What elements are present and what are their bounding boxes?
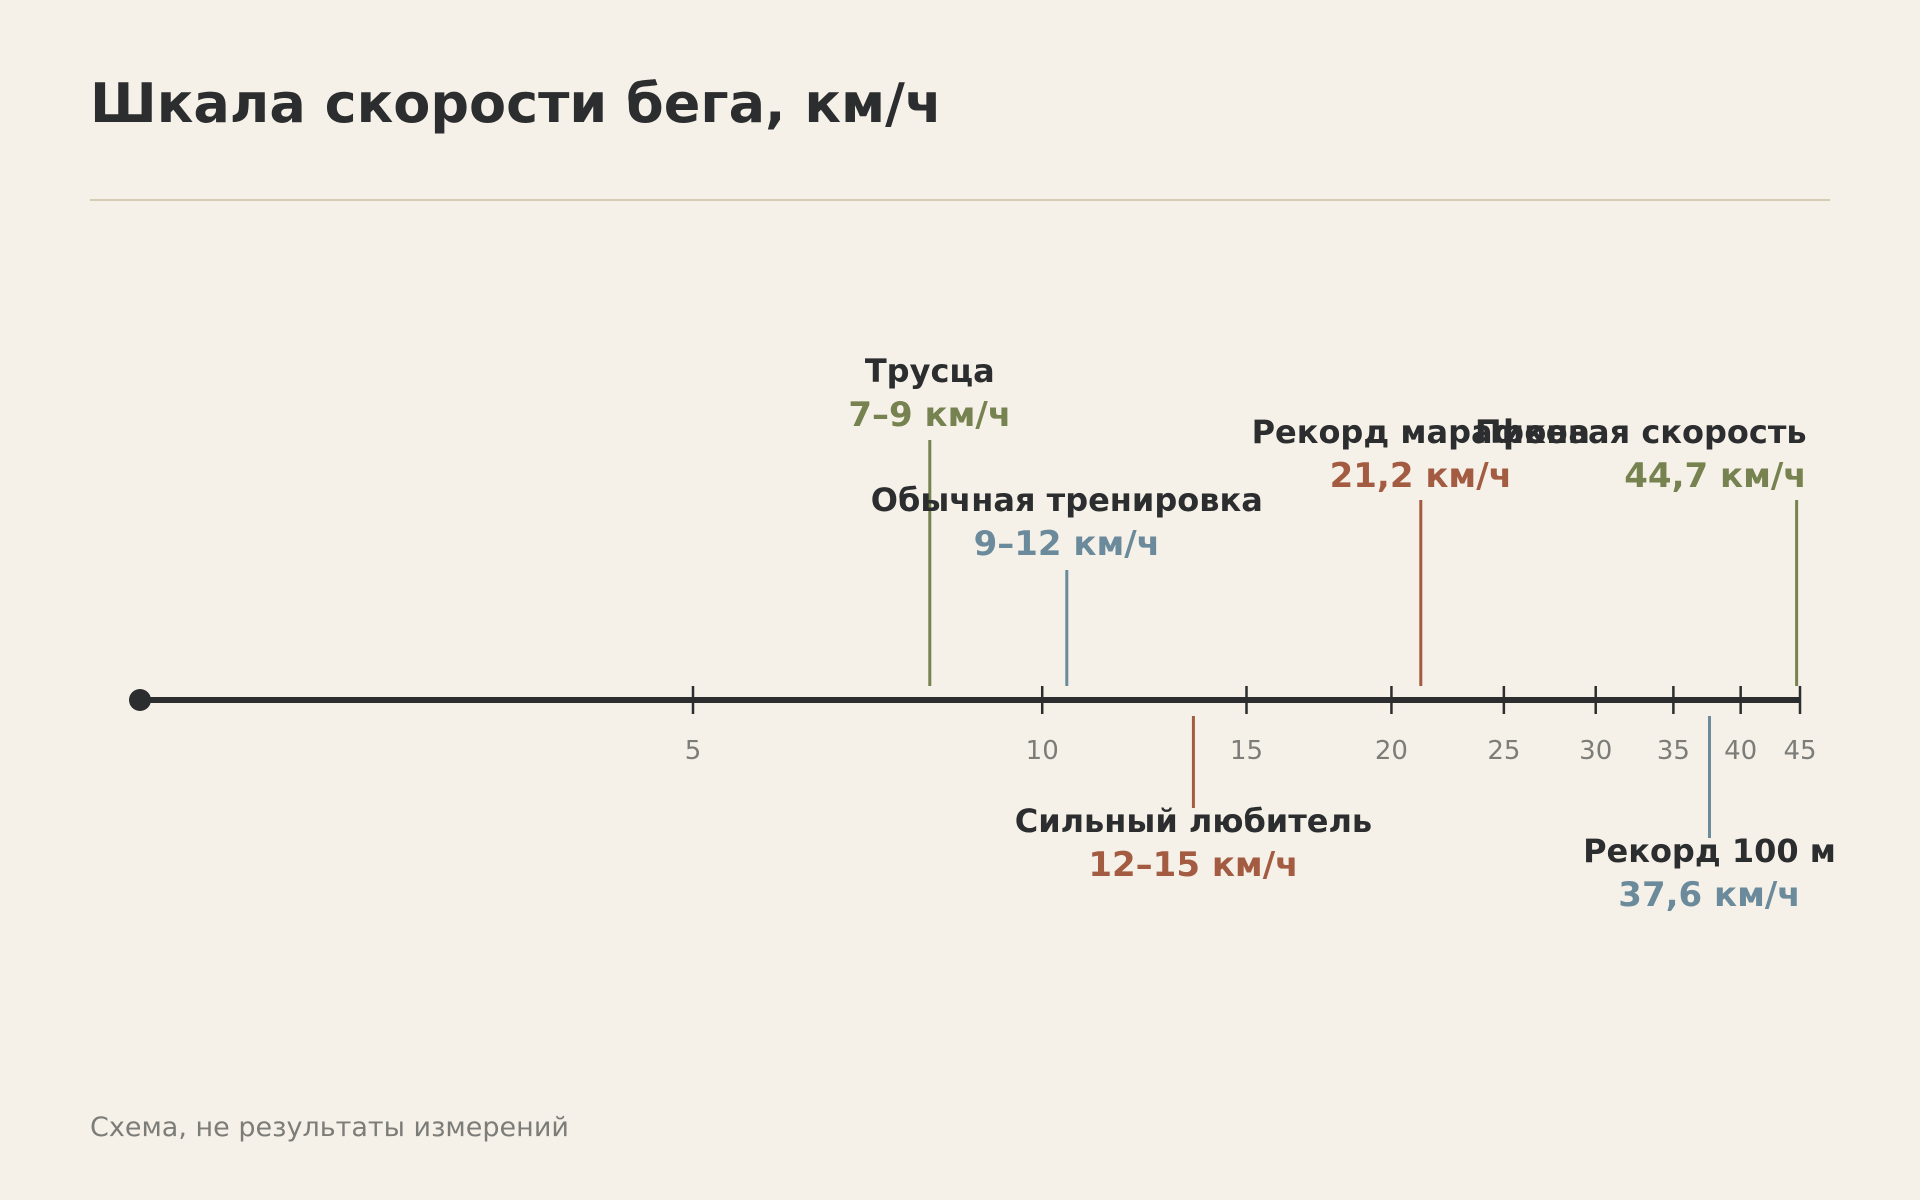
event-marker: Рекорд 100 м 37,6 км/ч bbox=[1583, 716, 1836, 915]
event-label: Трусца bbox=[865, 352, 995, 390]
event-value: 44,7 км/ч bbox=[1624, 456, 1806, 496]
event-label: Пиковая скорость bbox=[1475, 413, 1807, 451]
axis-tick-label: 25 bbox=[1487, 736, 1520, 766]
axis-tick-label: 15 bbox=[1230, 736, 1263, 766]
event-label: Обычная тренировка bbox=[871, 481, 1263, 519]
event-marker: Трусца 7–9 км/ч bbox=[848, 352, 1011, 686]
event-value: 37,6 км/ч bbox=[1618, 875, 1800, 915]
axis-tick-label: 10 bbox=[1026, 736, 1059, 766]
axis-tick-label: 5 bbox=[685, 736, 702, 766]
axis-origin-dot bbox=[129, 689, 151, 711]
axis-tick-label: 30 bbox=[1579, 736, 1612, 766]
event-label: Сильный любитель bbox=[1015, 802, 1372, 840]
event-value: 12–15 км/ч bbox=[1088, 845, 1298, 885]
page-title: Шкала скорости бега, км/ч bbox=[90, 72, 942, 135]
footnote: Схема, не результаты измерений bbox=[90, 1112, 569, 1143]
event-markers: Трусца 7–9 км/ч Обычная тренировка 9–12 км/… bbox=[848, 352, 1836, 915]
event-marker: Сильный любитель 12–15 км/ч bbox=[1015, 716, 1372, 885]
axis-tick-label: 35 bbox=[1657, 736, 1690, 766]
axis-tick-label: 40 bbox=[1724, 736, 1757, 766]
axis-tick-label: 45 bbox=[1783, 736, 1816, 766]
event-value: 7–9 км/ч bbox=[848, 395, 1011, 435]
axis-tick-label: 20 bbox=[1375, 736, 1408, 766]
event-value: 21,2 км/ч bbox=[1330, 456, 1512, 496]
axis-ticks: 5 10 15 20 25 30 35 40 45 bbox=[685, 686, 1817, 766]
event-value: 9–12 км/ч bbox=[974, 524, 1160, 564]
event-marker: Пиковая скорость 44,7 км/ч bbox=[1475, 413, 1807, 686]
event-label: Рекорд 100 м bbox=[1583, 832, 1836, 870]
timeline-axis: 5 10 15 20 25 30 35 40 45 bbox=[129, 686, 1817, 766]
event-marker: Рекорд марафона 21,2 км/ч bbox=[1252, 413, 1590, 686]
event-label: Рекорд марафона bbox=[1252, 413, 1590, 451]
event-marker: Обычная тренировка 9–12 км/ч bbox=[871, 481, 1263, 686]
